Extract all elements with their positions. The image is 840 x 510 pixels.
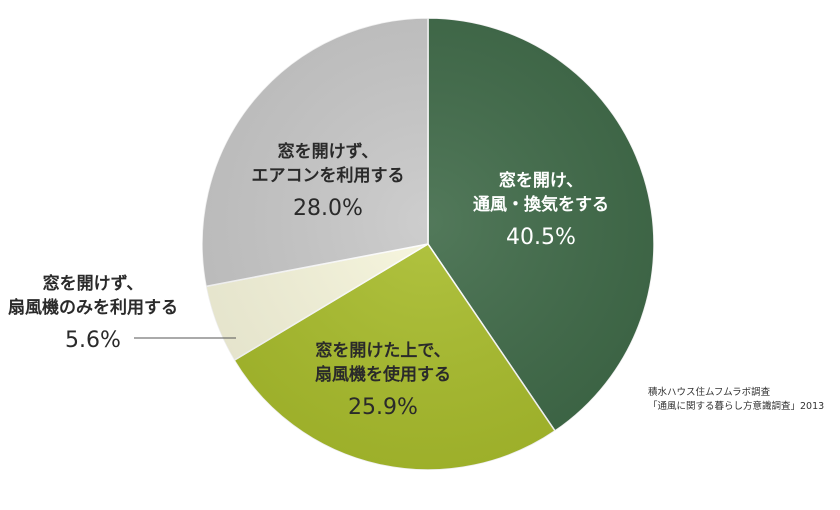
slice-percent-label: 40.5%	[506, 225, 576, 250]
slice-percent-label: 25.9%	[348, 395, 418, 420]
source-line-1: 積水ハウス住ムフムラボ調査	[648, 387, 771, 398]
slice-percent-label: 28.0%	[293, 196, 363, 221]
slice-label-line: エアコンを利用する	[252, 165, 405, 186]
slice-label-2: 窓を開けた上で、扇風機を使用する 25.9%	[315, 340, 451, 420]
slice-label-4: 窓を開けず、エアコンを利用する 28.0%	[252, 141, 405, 221]
source-note: 積水ハウス住ムフムラボ調査 「通風に関する暮らし方意識調査」2013	[648, 386, 824, 414]
slice-label-3: 窓を開けず、扇風機のみを利用する 5.6%	[8, 273, 178, 353]
slice-label-1: 窓を開け、通風・換気をする 40.5%	[473, 170, 609, 250]
source-line-2: 「通風に関する暮らし方意識調査」2013	[648, 401, 825, 412]
slice-label-line: 扇風機のみを利用する	[8, 297, 178, 318]
slice-label-line: 窓を開けず、	[43, 273, 144, 294]
slice-label-line: 窓を開けず、	[278, 141, 379, 162]
slice-label-line: 窓を開けた上で、	[315, 340, 450, 361]
slice-label-line: 扇風機を使用する	[315, 364, 451, 385]
slice-label-line: 窓を開け、	[499, 170, 583, 191]
slice-percent-label: 5.6%	[65, 328, 121, 353]
slice-label-line: 通風・換気をする	[473, 194, 609, 215]
